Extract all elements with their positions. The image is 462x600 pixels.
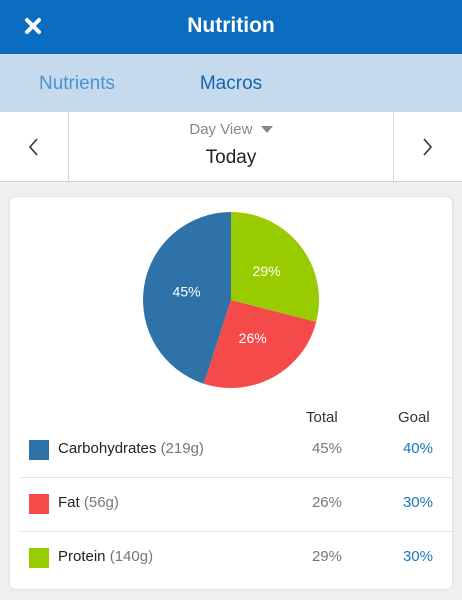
macro-name: Fat (56g) [58,494,119,511]
macro-amount: (219g) [160,440,204,457]
macro-row: Carbohydrates (219g) 45% 40% [10,423,452,477]
goal-value: 40% [402,440,433,457]
divider [68,112,69,181]
next-button[interactable] [419,137,435,157]
column-header: Goal [398,409,430,426]
tab-active[interactable]: Macros [199,73,263,94]
dropdown-arrow [260,126,273,134]
view-selector[interactable]: Day View [0,121,462,138]
pie-slice [142,212,231,384]
total-value: 29% [311,548,342,565]
macro-amount: (56g) [83,494,119,511]
close-button[interactable] [24,17,42,35]
macro-row: Fat (56g) 26% 30% [10,477,452,531]
color-swatch [29,440,49,460]
view-label: Day View [189,121,253,138]
row-divider [20,477,452,478]
tab-bar: Nutrients Macros [0,54,462,112]
column-header: Total [306,409,338,426]
macro-name: Protein (140g) [58,548,153,565]
macro-row: Protein (140g) 29% 30% [10,531,452,585]
tab[interactable]: Nutrients [38,73,116,94]
divider [393,112,394,181]
goal-value: 30% [402,494,433,511]
macro-label: Protein [58,548,106,565]
pie-slice [203,300,317,388]
total-value: 45% [311,440,342,457]
slice-label: 45% [173,284,201,300]
goal-value: 30% [402,548,433,565]
date-nav: Day View Today [0,112,462,182]
macro-label: Fat [58,494,80,511]
macros-card: 45% 26% 29% Total Goal Carbohydrates (219g… [10,197,452,589]
header-bar: Nutrition [0,0,462,60]
macro-label: Carbohydrates [58,440,157,457]
row-divider [20,531,452,532]
color-swatch [29,494,49,514]
date-label: Today [205,147,257,168]
color-swatch [29,548,49,568]
header-title: Nutrition [187,14,275,37]
macro-name: Carbohydrates (219g) [58,440,204,457]
total-value: 26% [311,494,342,511]
pie-slice [231,212,319,322]
slice-label: 26% [239,330,267,346]
macro-amount: (140g) [109,548,154,565]
slice-label: 29% [253,263,281,279]
prev-button[interactable] [26,137,42,157]
pie-chart: 45% 26% 29% [142,212,319,388]
